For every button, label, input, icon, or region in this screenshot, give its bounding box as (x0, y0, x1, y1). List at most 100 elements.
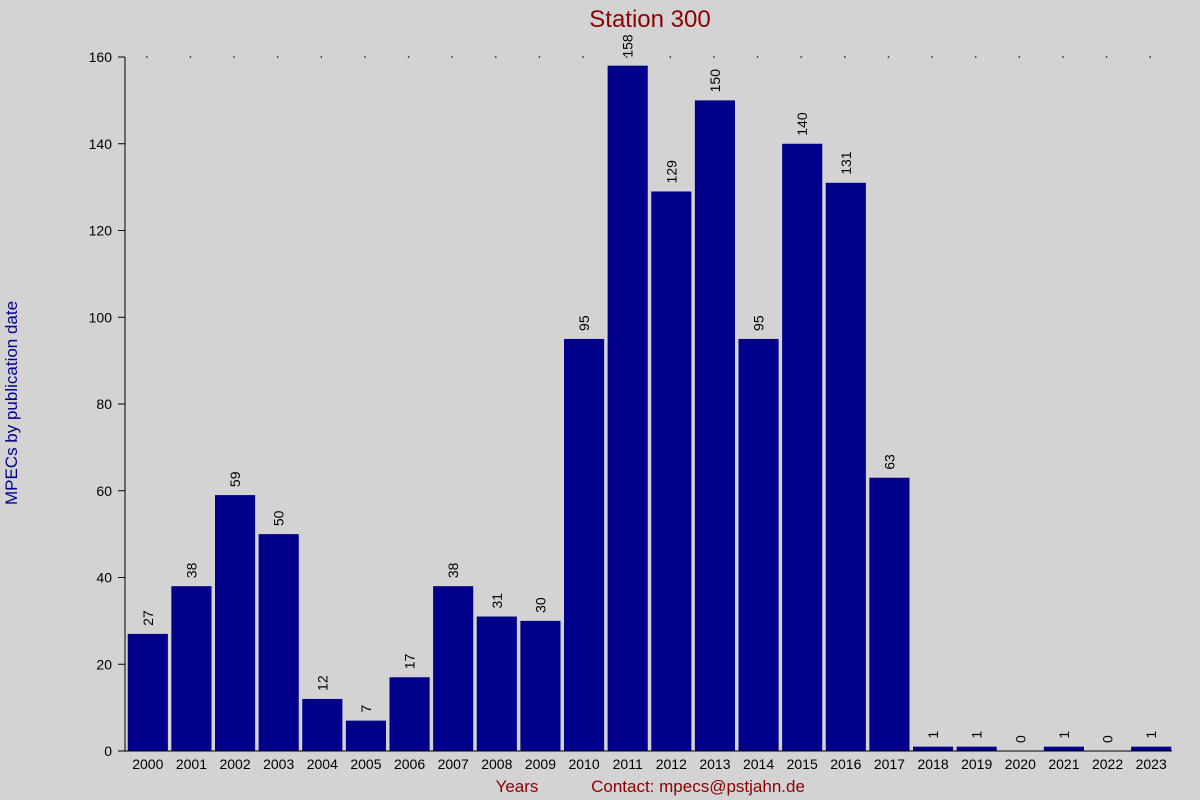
x-tick-label-2008: 2008 (481, 756, 512, 772)
top-dot (974, 56, 977, 58)
data-label-2017: 63 (881, 454, 897, 470)
top-dot (625, 56, 628, 58)
data-label-2003: 50 (271, 510, 287, 526)
data-label-2009: 30 (532, 597, 548, 613)
data-label-2011: 158 (620, 34, 636, 58)
y-tick-label: 0 (104, 743, 112, 759)
top-dot (1018, 56, 1021, 58)
bar-2007 (433, 586, 474, 751)
bar-2005 (345, 720, 387, 751)
x-tick-label-2000: 2000 (132, 756, 163, 772)
data-label-2023: 1 (1143, 731, 1159, 739)
x-tick-label-2004: 2004 (307, 756, 338, 772)
top-dot (364, 56, 366, 58)
y-tick-label: 120 (89, 223, 113, 239)
x-axis: 2000 2001 2002 2003 2004 2005 2006 2007 2008 2009… (118, 750, 1172, 772)
data-label-2014: 95 (751, 315, 767, 331)
x-tick-label-2002: 2002 (219, 756, 250, 772)
x-axis-label: Years (496, 777, 539, 796)
bar-2018 (912, 746, 954, 751)
data-label-2000: 27 (140, 610, 156, 626)
bar-2012 (651, 191, 692, 751)
bar-2015 (782, 143, 823, 751)
top-dot (451, 56, 453, 58)
data-label-2019: 1 (969, 731, 985, 739)
x-tick-label-2013: 2013 (699, 756, 730, 772)
data-label-2013: 150 (707, 69, 723, 93)
x-tick-label-2005: 2005 (350, 756, 381, 772)
x-tick-label-2017: 2017 (874, 756, 905, 772)
x-tick-label-2019: 2019 (961, 756, 992, 772)
data-label-2022: 0 (1100, 735, 1116, 743)
top-dot (1062, 56, 1064, 58)
x-tick-label-2016: 2016 (830, 756, 861, 772)
bar-2019 (956, 746, 997, 751)
top-dot (1105, 56, 1108, 58)
bar-2000 (127, 633, 168, 751)
bar-2006 (389, 677, 430, 751)
x-tick-label-2003: 2003 (263, 756, 294, 772)
x-tick-label-2015: 2015 (787, 756, 818, 772)
x-tick-label-2011: 2011 (613, 756, 643, 772)
y-axis-label: MPECs by publication date (2, 301, 21, 505)
top-dot (189, 56, 192, 58)
data-label-2004: 12 (314, 675, 330, 691)
x-tick-label-2018: 2018 (917, 756, 948, 772)
bar-2001 (171, 586, 212, 751)
y-tick-label: 80 (96, 396, 112, 412)
top-dot (233, 56, 235, 58)
top-dot (887, 56, 890, 58)
x-tick-label-2014: 2014 (743, 756, 774, 772)
bar-2023 (1131, 746, 1172, 751)
y-axis: 0 20 40 60 80 100 120 140 160 (89, 49, 126, 759)
data-label-2002: 59 (227, 471, 243, 487)
y-tick-label: 100 (89, 309, 113, 325)
x-tick-label-2021: 2021 (1048, 756, 1079, 772)
top-dot (320, 56, 323, 58)
y-tick-label: 140 (89, 136, 113, 152)
bar-2004 (302, 698, 343, 751)
y-tick-label: 60 (96, 483, 112, 499)
data-label-2020: 0 (1012, 735, 1028, 743)
chart-title: Station 300 (589, 6, 710, 33)
bar-2009 (520, 620, 561, 751)
data-label-2015: 140 (794, 112, 810, 136)
data-label-2016: 131 (838, 151, 854, 175)
top-dot (582, 56, 584, 58)
bar-2011 (607, 65, 648, 752)
bar-2014 (738, 338, 779, 751)
data-label-2012: 129 (663, 160, 679, 184)
x-tick-label-2010: 2010 (568, 756, 599, 772)
data-label-2021: 1 (1056, 731, 1072, 739)
data-label-2010: 95 (576, 315, 592, 331)
x-tick-label-2022: 2022 (1092, 756, 1123, 772)
top-dot (276, 56, 279, 58)
data-label-2001: 38 (183, 562, 199, 578)
x-tick-label-2006: 2006 (394, 756, 425, 772)
data-labels-group: 27 38 59 50 12 7 17 38 31 30 95 158 129 150 95 140 131 63… (140, 34, 1159, 743)
x-tick-label-2012: 2012 (656, 756, 687, 772)
bar-2003 (258, 534, 299, 751)
data-label-2008: 31 (489, 593, 505, 609)
bars-group (127, 65, 1172, 752)
data-label-2018: 1 (925, 731, 941, 739)
data-label-2006: 17 (402, 653, 418, 669)
x-tick-label-2023: 2023 (1136, 756, 1167, 772)
top-dot (407, 56, 410, 58)
top-dot (800, 56, 802, 58)
bar-2002 (214, 495, 256, 751)
top-dot (931, 56, 933, 58)
bar-2016 (825, 182, 866, 752)
y-tick-label: 40 (96, 570, 112, 586)
contact-footer: Contact: mpecs@pstjahn.de (591, 777, 805, 796)
data-label-2007: 38 (445, 562, 461, 578)
top-dot (1149, 56, 1151, 58)
top-dot (538, 56, 541, 58)
data-label-2005: 7 (358, 705, 374, 713)
x-tick-label-2009: 2009 (525, 756, 556, 772)
top-dot (713, 56, 715, 58)
x-tick-label-2020: 2020 (1005, 756, 1036, 772)
y-tick-label: 160 (89, 49, 113, 65)
top-dot (495, 56, 497, 58)
